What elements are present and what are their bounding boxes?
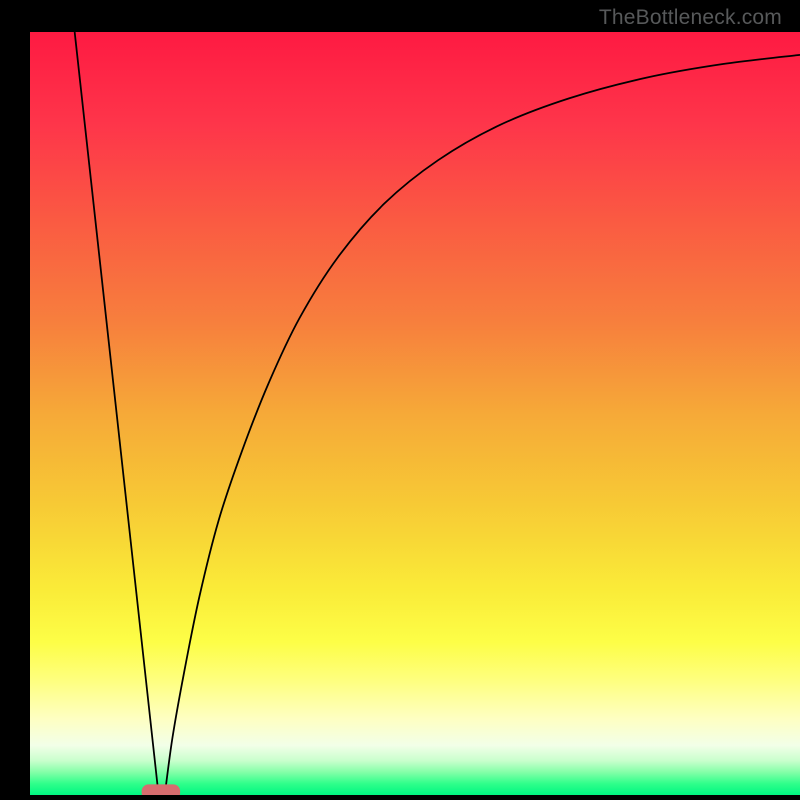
chart-plot-area	[30, 32, 800, 795]
watermark-text: TheBottleneck.com	[599, 6, 782, 30]
optimal-marker	[142, 784, 181, 795]
chart-svg	[30, 32, 800, 795]
